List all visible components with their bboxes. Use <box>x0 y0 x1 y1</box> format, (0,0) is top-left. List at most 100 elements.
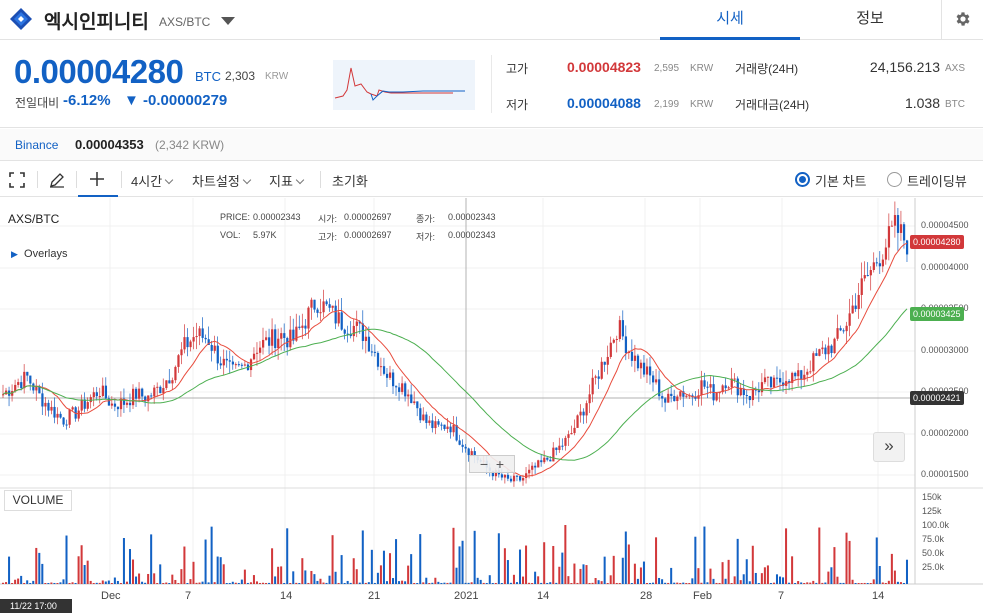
volume-bar <box>92 582 95 584</box>
sparkline-up <box>334 67 453 99</box>
volume-bar <box>509 582 512 584</box>
candle-body <box>742 388 745 396</box>
candle-body <box>62 417 65 425</box>
tradingview-radio[interactable] <box>887 172 902 187</box>
tradingview-label[interactable]: 트레이딩뷰 <box>907 174 967 189</box>
candle-body <box>398 387 401 392</box>
candle-body <box>310 299 313 308</box>
candle-body <box>630 351 634 361</box>
volume-bar <box>797 581 800 584</box>
settings-button[interactable] <box>941 0 983 40</box>
candle-body <box>35 386 38 391</box>
volume-bar <box>558 566 561 584</box>
zoom-in-icon[interactable]: + <box>495 456 505 472</box>
volume-bar <box>240 579 243 584</box>
price-chart[interactable]: AXS/BTC ▶ Overlays PRICE: 0.00002343 시가:… <box>0 198 983 613</box>
volume-bar <box>68 582 71 584</box>
low-krw-unit: KRW <box>690 99 714 110</box>
x-tick-label: 14 <box>280 590 293 602</box>
exchange-bar: Binance 0.00004353 (2,342 KRW) <box>0 129 983 161</box>
chart-canvas[interactable] <box>0 198 983 607</box>
volume-bar <box>5 582 8 584</box>
candle-body <box>812 353 815 372</box>
candle-body <box>706 386 709 388</box>
volume-bar <box>528 582 531 584</box>
volume-bar <box>866 582 869 584</box>
volume-bar <box>373 582 376 584</box>
volume-panel-label: VOLUME <box>4 490 72 511</box>
candle-body <box>857 294 860 309</box>
candle-body <box>358 321 361 324</box>
exchange-name[interactable]: Binance <box>15 138 59 152</box>
volume-bar <box>219 557 222 584</box>
ohlc-vol: 5.97K <box>253 230 277 240</box>
basic-chart-radio[interactable] <box>795 172 810 187</box>
candle-body <box>636 355 640 369</box>
volume-bar <box>32 580 35 584</box>
volume-bar <box>392 578 395 584</box>
scroll-to-latest-button[interactable]: » <box>873 432 905 462</box>
indicators-dropdown[interactable]: 지표 <box>269 171 305 190</box>
volume-bar <box>537 576 540 584</box>
chart-settings-dropdown[interactable]: 차트설정 <box>192 171 252 190</box>
candle-body <box>757 390 761 393</box>
moving-average-fast-line <box>2 242 908 477</box>
volume-bar <box>65 535 68 584</box>
candle-body <box>17 382 20 385</box>
volume-bar <box>304 570 307 584</box>
x-tick-label: Dec <box>101 590 121 602</box>
overlays-toggle[interactable]: ▶ Overlays <box>11 248 67 260</box>
volume-bar <box>546 582 549 584</box>
candle-body <box>797 370 800 377</box>
volume-bar <box>854 582 857 584</box>
volume-bar <box>2 582 5 584</box>
zoom-out-icon[interactable]: − <box>479 456 489 472</box>
volume-bar <box>410 554 413 584</box>
volume-bar <box>763 567 766 584</box>
volume-bar <box>658 577 661 584</box>
volume-bar <box>887 580 890 584</box>
candle-body <box>818 349 821 356</box>
candle-body <box>791 372 794 383</box>
volume-bar <box>818 527 821 584</box>
volume-bar <box>38 552 41 584</box>
fullscreen-icon[interactable] <box>9 172 25 188</box>
volume-bar <box>376 572 379 584</box>
candle-body <box>349 333 352 337</box>
volume-bar <box>388 553 392 584</box>
candle-body <box>228 360 231 362</box>
x-tick-label: 14 <box>537 590 550 602</box>
zoom-control[interactable]: − + <box>469 455 515 473</box>
interval-dropdown[interactable]: 4시간 <box>131 171 174 190</box>
candle-body <box>419 408 422 421</box>
candle-body <box>760 382 764 393</box>
volume-bar <box>863 582 866 584</box>
coin-name[interactable]: 엑시인피니티 <box>44 12 149 33</box>
candle-body <box>298 326 301 328</box>
candle-body <box>522 478 525 481</box>
volume-bar <box>594 578 597 584</box>
candle-body <box>576 415 579 428</box>
pencil-icon[interactable] <box>48 171 66 189</box>
coin-dropdown-caret-icon[interactable] <box>221 17 235 25</box>
basic-chart-label[interactable]: 기본 차트 <box>815 174 867 189</box>
candle-body <box>295 326 298 341</box>
volume-bar <box>518 549 522 584</box>
candle-body <box>189 341 192 348</box>
candle-body <box>41 393 44 407</box>
candle-body <box>546 457 549 460</box>
crosshair-tool[interactable] <box>78 162 118 197</box>
tab-info[interactable]: 정보 <box>856 10 884 27</box>
volume-bar <box>258 582 262 584</box>
volume-bar <box>361 530 364 584</box>
volume-bar <box>237 582 240 584</box>
reset-button[interactable]: 초기화 <box>332 174 368 189</box>
volume-bar <box>567 576 570 584</box>
volume-bar <box>522 576 525 584</box>
volume-bar <box>26 580 29 584</box>
volume-bar <box>851 579 854 584</box>
tab-price[interactable]: 시세 <box>660 0 800 40</box>
volume-bar <box>503 548 506 584</box>
candle-body <box>585 403 588 416</box>
volume-bar <box>262 582 265 584</box>
